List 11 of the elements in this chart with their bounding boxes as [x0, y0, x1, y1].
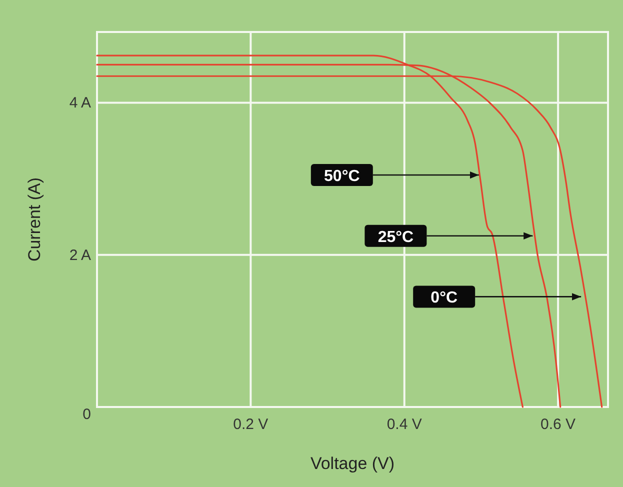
- y-axis-title: Current (A): [25, 177, 44, 262]
- annotation: 50°C: [324, 168, 360, 185]
- y-tick-label: 2 A: [69, 246, 91, 264]
- y-tick-label: 4 A: [69, 94, 91, 112]
- annotation: 25°C: [378, 228, 414, 246]
- x-tick-label: 0.4 V: [386, 416, 422, 433]
- annotation: 0°C: [430, 290, 458, 307]
- y-tick-label: 0: [82, 406, 91, 423]
- x-tick-label: 0.6 V: [540, 416, 576, 433]
- x-axis-title: Voltage (V): [310, 454, 395, 473]
- x-tick-label: 0.2 V: [233, 416, 268, 433]
